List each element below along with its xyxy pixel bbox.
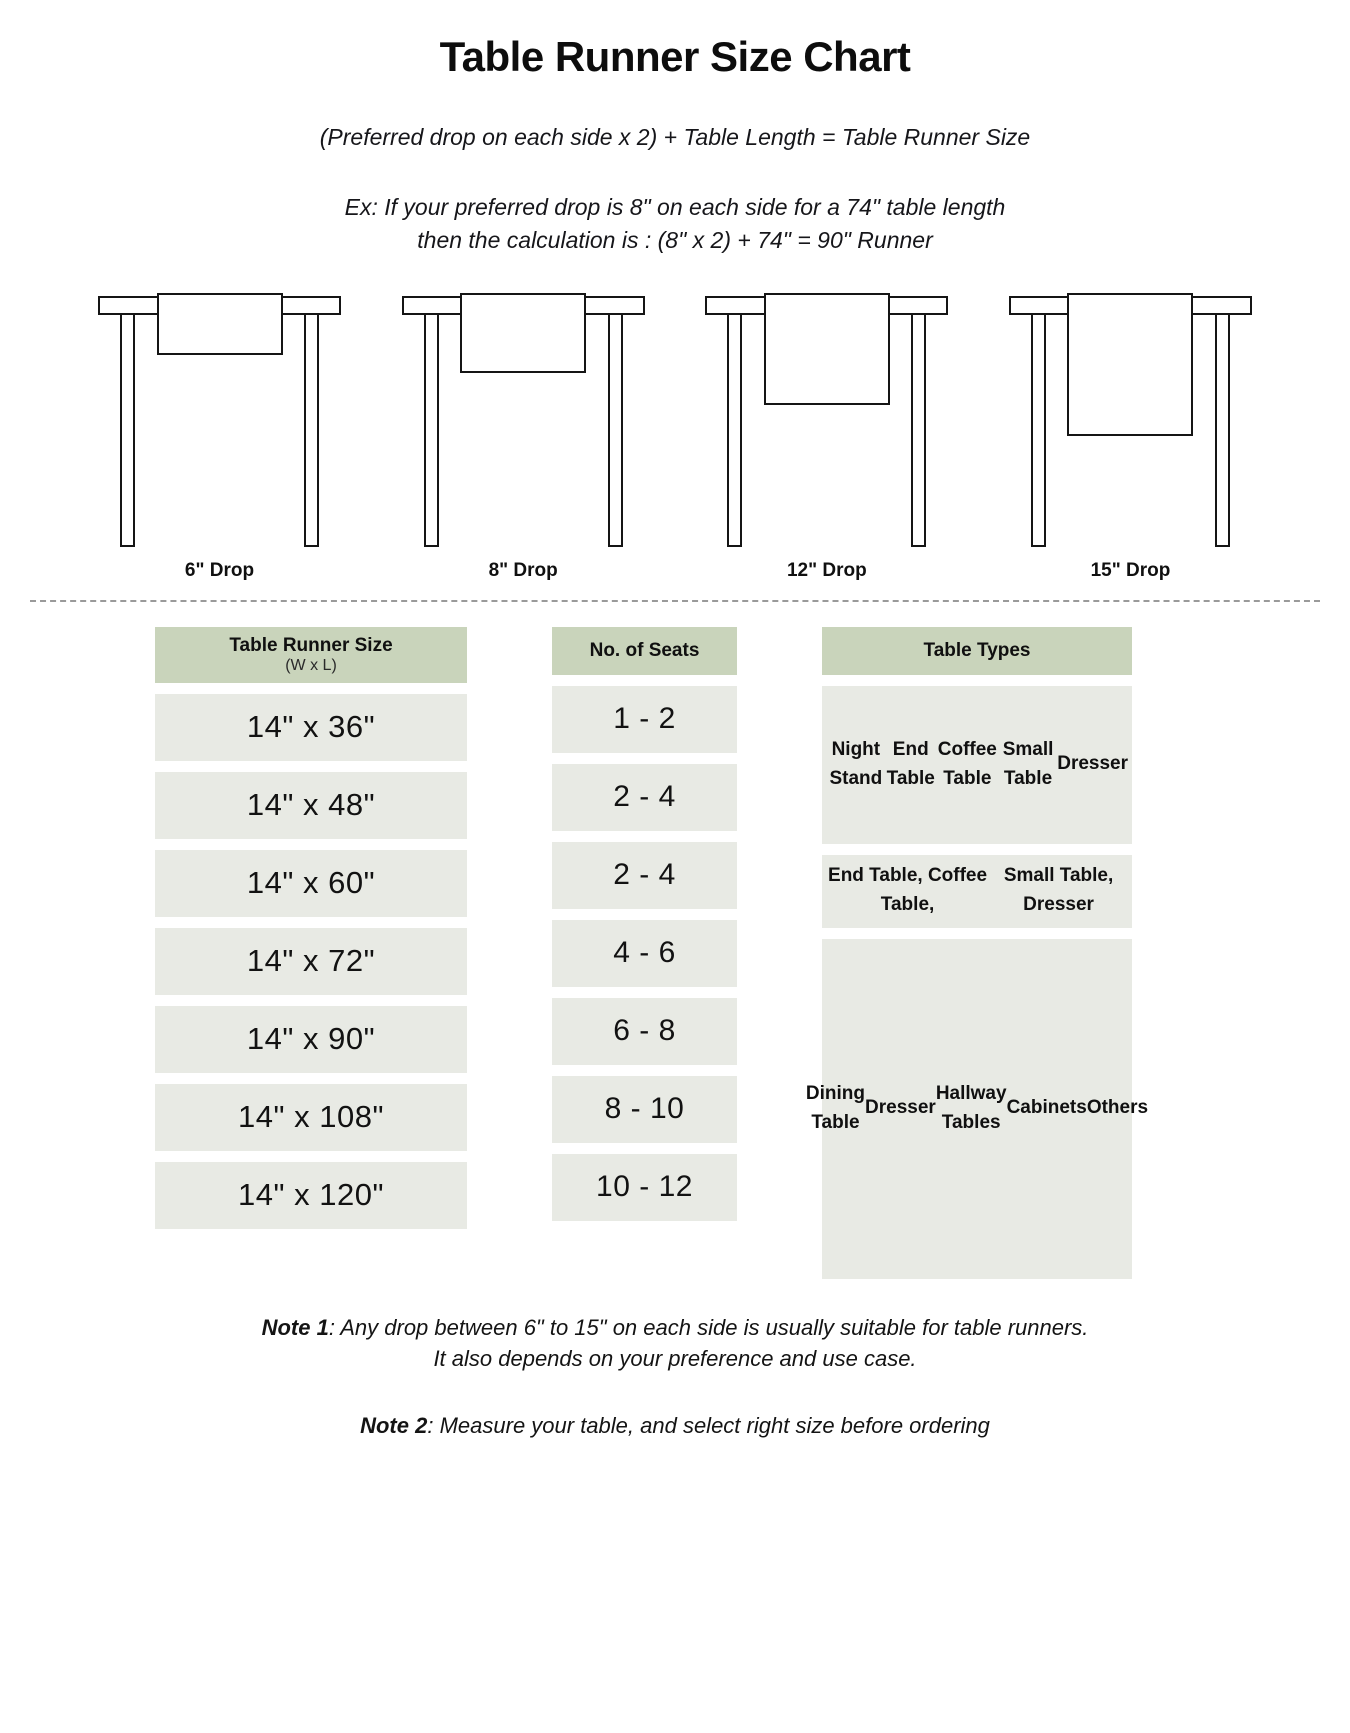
- table-illustration-icon: [1008, 284, 1252, 549]
- table-leg-left: [1030, 312, 1046, 547]
- table-illustration-icon: [401, 284, 645, 549]
- runner-shape: [763, 292, 890, 405]
- table-leg-right: [607, 312, 623, 547]
- table-row: 4 - 6: [552, 919, 737, 987]
- drop-label: 8" Drop: [488, 559, 558, 581]
- note-1-line-1: : Any drop between 6" to 15" on each sid…: [328, 1314, 1089, 1340]
- note-1-line-2: It also depends on your preference and u…: [433, 1345, 917, 1371]
- size-table: Table Runner Size (W x L) 14" x 36" 14" …: [0, 626, 1350, 1279]
- table-row: 14" x 72": [155, 927, 467, 995]
- table-row: 14" x 108": [155, 1083, 467, 1151]
- table-row: 10 - 12: [552, 1153, 737, 1221]
- example-block: Ex: If your preferred drop is 8" on each…: [0, 191, 1350, 258]
- column-header-label: Table Runner Size: [229, 634, 393, 656]
- formula-text: (Preferred drop on each side x 2) + Tabl…: [319, 124, 1031, 150]
- note-1: Note 1: Any drop between 6" to 15" on ea…: [0, 1312, 1350, 1374]
- table-leg-right: [304, 312, 319, 547]
- column-header-sublabel: (W x L): [285, 656, 337, 674]
- column-header-label: No. of Seats: [589, 640, 700, 662]
- table-row: 14" x 60": [155, 849, 467, 917]
- column-table-types: Table Types Night Stand End Table Coffee T…: [806, 626, 1148, 1279]
- table-leg-left: [727, 312, 743, 547]
- example-line-2: then the calculation is : (8" x 2) + 74"…: [417, 227, 933, 254]
- table-types-group-1: Night Stand End Table Coffee Table Small Ta…: [822, 685, 1132, 844]
- drop-diagram-6: 6" Drop: [98, 284, 341, 584]
- note-2-text: : Measure your table, and select right s…: [427, 1413, 990, 1439]
- table-row: 8 - 10: [552, 1075, 737, 1143]
- size-chart-page: Table Runner Size Chart (Preferred drop …: [0, 33, 1350, 1733]
- table-leg-right: [911, 312, 927, 547]
- table-illustration-icon: [98, 284, 341, 549]
- table-row: 2 - 4: [552, 763, 737, 831]
- example-line-1: Ex: If your preferred drop is 8" on each…: [344, 194, 1006, 220]
- column-header-table-types: Table Types: [822, 626, 1132, 675]
- runner-shape: [460, 292, 587, 373]
- drop-label: 15" Drop: [1090, 559, 1171, 581]
- column-header-runner-size: Table Runner Size (W x L): [155, 626, 467, 683]
- table-row: 2 - 4: [552, 841, 737, 909]
- drop-diagram-15: 15" Drop: [1008, 284, 1252, 584]
- table-row: 14" x 90": [155, 1005, 467, 1073]
- table-leg-left: [423, 312, 439, 547]
- section-divider: [30, 599, 1320, 602]
- table-types-group-2: End Table, Coffee Table, Small Table, Dre…: [822, 854, 1132, 928]
- runner-shape: [1067, 292, 1194, 436]
- drop-diagram-12: 12" Drop: [705, 284, 949, 584]
- column-seats: No. of Seats 1 - 2 2 - 4 2 - 4 4 - 6 6 -…: [552, 626, 737, 1221]
- table-row: 1 - 2: [552, 685, 737, 753]
- column-header-label: Table Types: [923, 640, 1031, 662]
- note-1-label: Note 1: [261, 1314, 329, 1340]
- drop-label: 6" Drop: [184, 559, 255, 581]
- drop-label: 12" Drop: [786, 559, 867, 581]
- table-illustration-icon: [705, 284, 949, 549]
- table-row: 14" x 36": [155, 693, 467, 761]
- note-2-label: Note 2: [360, 1413, 428, 1439]
- column-runner-size: Table Runner Size (W x L) 14" x 36" 14" …: [155, 626, 467, 1229]
- page-title: Table Runner Size Chart: [439, 33, 911, 80]
- runner-shape: [156, 292, 283, 355]
- drop-diagram-8: 8" Drop: [401, 284, 645, 584]
- table-row: 6 - 8: [552, 997, 737, 1065]
- note-2: Note 2: Measure your table, and select r…: [0, 1410, 1350, 1441]
- drop-diagrams: 6" Drop 8" Drop 12" Drop: [0, 284, 1350, 584]
- table-leg-right: [1214, 312, 1230, 547]
- table-leg-left: [120, 312, 135, 547]
- column-header-seats: No. of Seats: [552, 626, 737, 675]
- table-row: 14" x 120": [155, 1161, 467, 1229]
- table-row: 14" x 48": [155, 771, 467, 839]
- notes-section: Note 1: Any drop between 6" to 15" on ea…: [0, 1312, 1350, 1442]
- table-types-group-3: Dining Table Dresser Hallway Tables Cabinet…: [806, 938, 1148, 1279]
